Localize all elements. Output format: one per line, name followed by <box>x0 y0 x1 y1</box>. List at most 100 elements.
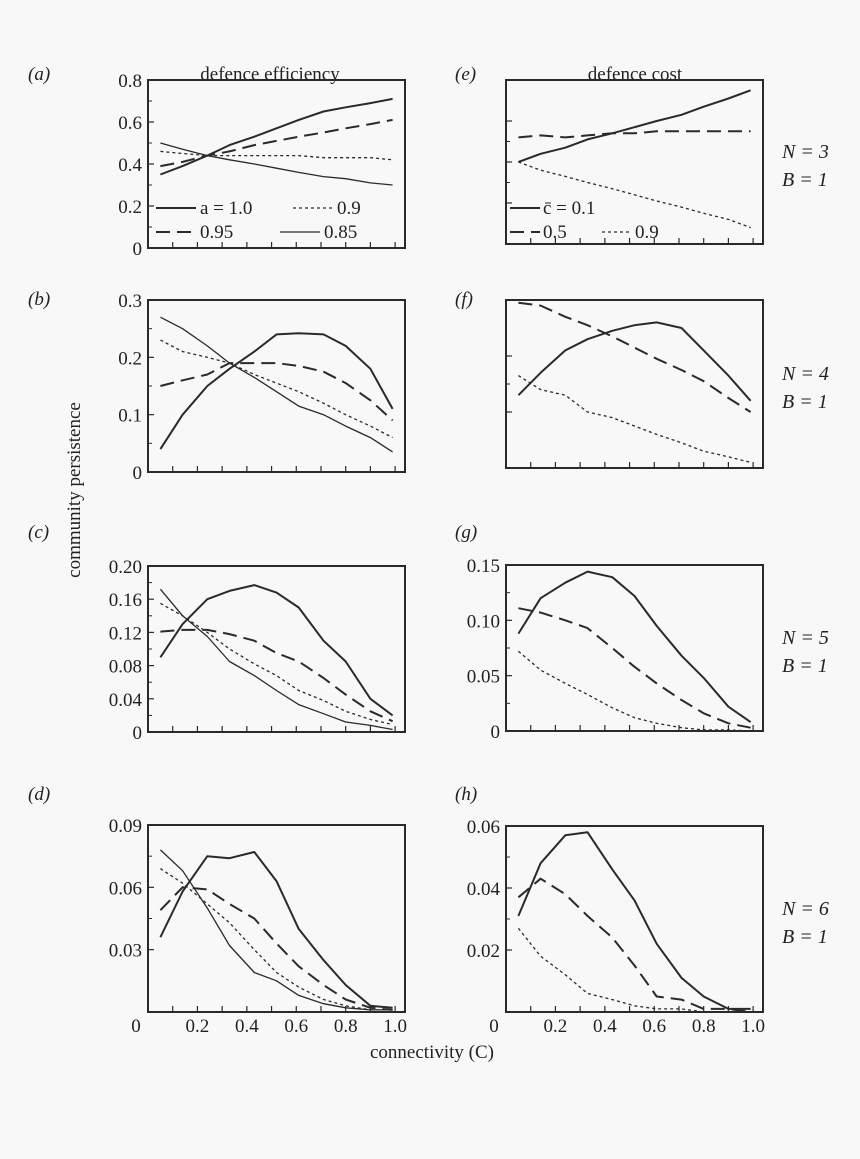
series-line-solid-thick <box>517 321 752 402</box>
y-tick-label: 0.03 <box>109 941 142 962</box>
y-tick-label: 0.06 <box>109 878 142 899</box>
annotation-n: N = 6 <box>781 898 829 920</box>
x-tick-label: 0.4 <box>235 1016 259 1037</box>
panel-label: (g) <box>455 522 477 543</box>
series-line-dotted <box>518 161 751 229</box>
series-line-solid-thin <box>159 588 393 731</box>
series-line-dashed <box>159 886 393 1011</box>
annotation-b: B = 1 <box>782 926 828 948</box>
x-axis-label: connectivity (C) <box>370 1042 494 1063</box>
legend-entry: 0.85 <box>324 222 357 243</box>
y-tick-label: 0.2 <box>118 348 142 369</box>
series-line-solid-thin <box>159 849 393 1011</box>
legend: c̄ = 0.1 0.5 0.9 <box>510 198 659 243</box>
series-line-dotted <box>517 927 751 1013</box>
x-tick-label: 0.8 <box>692 1016 716 1037</box>
legend-entry: a = 1.0 <box>200 198 252 219</box>
series-line-solid-thick <box>159 851 393 1009</box>
y-tick-label: 0.06 <box>467 817 500 838</box>
panel-b: (b) 0 0.1 0.2 0.3 <box>28 289 406 484</box>
y-tick-label: 0.4 <box>118 155 142 176</box>
series-line-dashed <box>518 301 752 413</box>
panel-label: (e) <box>455 64 476 85</box>
y-tick-label: 0.3 <box>118 291 142 312</box>
panel-label: (c) <box>28 522 49 543</box>
x-tick-label: 0 <box>489 1016 499 1037</box>
panel-g: (g) 0 0.05 0.10 0.15 N = 5 B = 1 <box>455 522 829 743</box>
column-title-efficiency: defence efficiency <box>200 64 340 85</box>
panel-d: (d) 0.03 0.06 0.09 0 0.2 0.4 0.6 0.8 1.0 <box>28 784 407 1037</box>
y-tick-label: 0.04 <box>467 879 501 900</box>
y-tick-label: 0.1 <box>118 406 142 427</box>
series-line-dashed <box>518 130 751 139</box>
legend: a = 1.0 0.9 0.95 0.85 <box>156 198 361 243</box>
panel-label: (b) <box>28 289 50 310</box>
legend-entry: 0.5 <box>543 222 567 243</box>
legend-entry: 0.9 <box>337 198 361 219</box>
annotation-b: B = 1 <box>782 391 828 413</box>
panel-a: (a) 0 0.2 0.4 0.6 0.8 a = 1.0 0.9 0.95 0.85 <box>28 64 406 260</box>
panel-f: (f) N = 4 B = 1 <box>455 289 829 469</box>
panel-label: (f) <box>455 289 473 310</box>
y-tick-label: 0.8 <box>118 71 142 92</box>
series-line-dashed <box>160 118 393 168</box>
panel-c: (c) 0 0.04 0.08 0.12 0.16 0.20 <box>28 522 406 744</box>
panel-e: (e) c̄ = 0.1 0.5 0.9 N = 3 B = 1 <box>455 64 829 245</box>
annotation-b: B = 1 <box>782 655 828 677</box>
x-tick-label: 0.6 <box>642 1016 666 1037</box>
x-tick-label: 1.0 <box>383 1016 407 1037</box>
x-tick-label: 0.6 <box>284 1016 308 1037</box>
series-line-dashed <box>518 607 751 729</box>
panel-label: (a) <box>28 64 50 85</box>
series-line-solid-thick <box>160 97 393 176</box>
x-tick-label: 1.0 <box>741 1016 765 1037</box>
annotation-n: N = 4 <box>781 363 829 385</box>
series-line-solid-thin <box>160 142 393 186</box>
panels: (a) 0 0.2 0.4 0.6 0.8 a = 1.0 0.9 0.95 0.85 (b) 0 0.… <box>28 64 829 1037</box>
y-tick-label: 0.6 <box>118 113 142 134</box>
y-tick-label: 0.04 <box>109 690 143 711</box>
series-line-solid-thick <box>517 570 752 723</box>
series-line-dotted <box>160 868 393 1011</box>
series-line-dotted <box>517 650 751 732</box>
series-line-solid-thick <box>518 89 751 163</box>
x-tick-label: 0.4 <box>593 1016 617 1037</box>
y-axis-label: community persistence <box>64 402 85 578</box>
y-tick-label: 0 <box>133 239 143 260</box>
y-tick-label: 0.08 <box>109 657 142 678</box>
panel-label: (d) <box>28 784 50 805</box>
series-line-solid-thick <box>159 332 394 450</box>
x-tick-label: 0.2 <box>544 1016 568 1037</box>
x-tick-label: 0.8 <box>334 1016 358 1037</box>
y-tick-label: 0.12 <box>109 623 142 644</box>
series-line-solid-thin <box>160 316 393 453</box>
annotation-n: N = 5 <box>781 627 829 649</box>
y-tick-label: 0.15 <box>467 556 500 577</box>
series-line-dotted <box>160 602 393 726</box>
y-tick-label: 0.09 <box>109 816 142 837</box>
series-line-dashed <box>517 877 751 1013</box>
y-tick-label: 0.2 <box>118 197 142 218</box>
legend-entry: 0.9 <box>635 222 659 243</box>
series-line-dashed <box>160 628 394 723</box>
y-tick-label: 0.16 <box>109 590 142 611</box>
legend-entry: c̄ = 0.1 <box>543 198 595 219</box>
y-tick-label: 0 <box>133 723 143 744</box>
y-tick-label: 0.10 <box>467 611 500 632</box>
column-title-cost: defence cost <box>588 64 683 85</box>
series-line-dotted <box>160 150 393 161</box>
annotation-n: N = 3 <box>781 141 829 163</box>
annotation-b: B = 1 <box>782 169 828 191</box>
panel-label: (h) <box>455 784 477 805</box>
series-line-dotted <box>518 375 751 464</box>
legend-entry: 0.95 <box>200 222 233 243</box>
panel-h: (h) 0.02 0.04 0.06 0 0.2 0.4 0.6 0.8 1.0 N = 6 B = … <box>455 784 829 1037</box>
y-tick-label: 0.02 <box>467 941 500 962</box>
y-tick-label: 0.05 <box>467 667 500 688</box>
x-tick-label: 0 <box>131 1016 141 1037</box>
y-tick-label: 0.20 <box>109 557 142 578</box>
series-line-solid-thick <box>159 584 394 717</box>
x-tick-label: 0.2 <box>186 1016 210 1037</box>
